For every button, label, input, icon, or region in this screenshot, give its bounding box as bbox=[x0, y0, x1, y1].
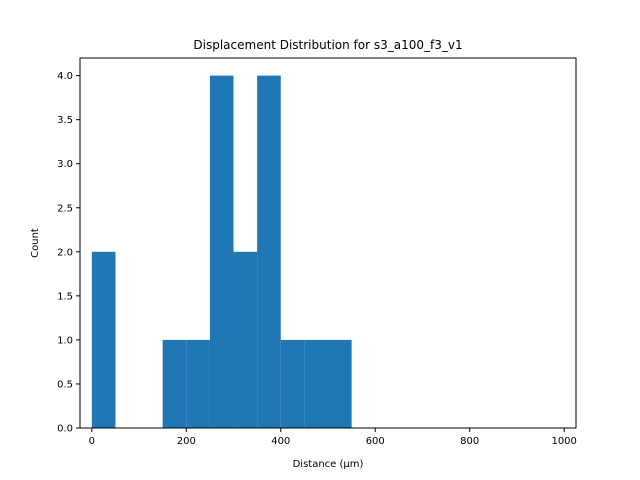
histogram-bar bbox=[186, 339, 210, 428]
x-tick-label: 1000 bbox=[551, 436, 576, 447]
histogram-bar bbox=[233, 251, 258, 428]
y-tick-label: 0.0 bbox=[57, 424, 73, 435]
histogram-bar bbox=[257, 75, 281, 428]
y-tick-label: 2.5 bbox=[57, 203, 73, 214]
x-tick-label: 800 bbox=[460, 436, 479, 447]
histogram-bar bbox=[280, 339, 305, 428]
x-tick-label: 0 bbox=[89, 436, 95, 447]
chart-title: Displacement Distribution for s3_a100_f3… bbox=[193, 38, 462, 52]
y-tick-label: 4.0 bbox=[57, 71, 73, 82]
histogram-bar bbox=[91, 251, 116, 428]
x-tick-label: 400 bbox=[271, 436, 290, 447]
histogram-bar bbox=[304, 339, 328, 428]
histogram-bar bbox=[328, 339, 352, 428]
x-tick-label: 600 bbox=[366, 436, 385, 447]
histogram-bar bbox=[209, 75, 234, 428]
y-axis-ticks: 0.0 0.5 1.0 1.5 2.0 2.5 3.0 3.5 4.0 bbox=[57, 71, 80, 435]
y-axis-label: Count bbox=[30, 228, 41, 258]
y-tick-label: 3.5 bbox=[57, 115, 73, 126]
y-tick-label: 0.5 bbox=[57, 379, 73, 390]
y-tick-label: 2.0 bbox=[57, 247, 73, 258]
x-axis-ticks: 0 200 400 600 800 1000 bbox=[89, 428, 577, 447]
plot-frame bbox=[79, 57, 577, 429]
histogram-bar bbox=[162, 339, 187, 428]
y-tick-label: 3.0 bbox=[57, 159, 73, 170]
x-axis-label: Distance (µm) bbox=[293, 459, 364, 470]
x-tick-label: 200 bbox=[177, 436, 196, 447]
y-tick-label: 1.0 bbox=[57, 335, 73, 346]
histogram-bars bbox=[91, 75, 352, 428]
y-tick-label: 1.5 bbox=[57, 291, 73, 302]
